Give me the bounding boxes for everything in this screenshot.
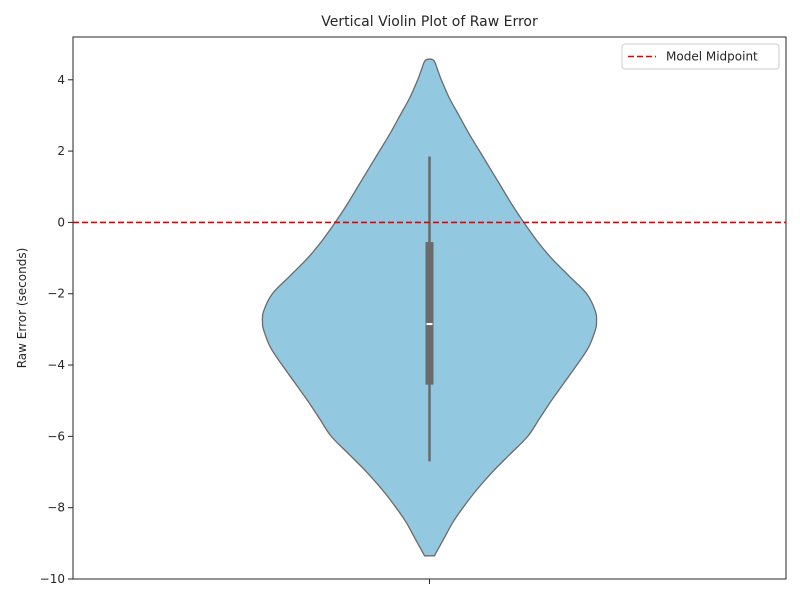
y-tick-label: 0	[57, 215, 65, 229]
legend-box	[621, 43, 780, 70]
y-tick-label: 4	[57, 73, 65, 87]
y-axis: 4 2 0 −2 −4 −6 −8 −10	[40, 73, 73, 586]
legend: Model Midpoint	[621, 43, 780, 70]
y-tick-label: 2	[57, 144, 65, 158]
y-tick-label: −8	[47, 501, 65, 515]
y-tick-label: −10	[40, 572, 65, 586]
y-tick-label: −6	[47, 429, 65, 443]
legend-label: Model Midpoint	[666, 50, 758, 64]
y-axis-label: Raw Error (seconds)	[15, 248, 29, 369]
violin-iqr-box	[425, 242, 434, 385]
y-tick-label: −2	[47, 287, 65, 301]
chart-title: Vertical Violin Plot of Raw Error	[321, 14, 538, 30]
y-tick-label: −4	[47, 358, 65, 372]
